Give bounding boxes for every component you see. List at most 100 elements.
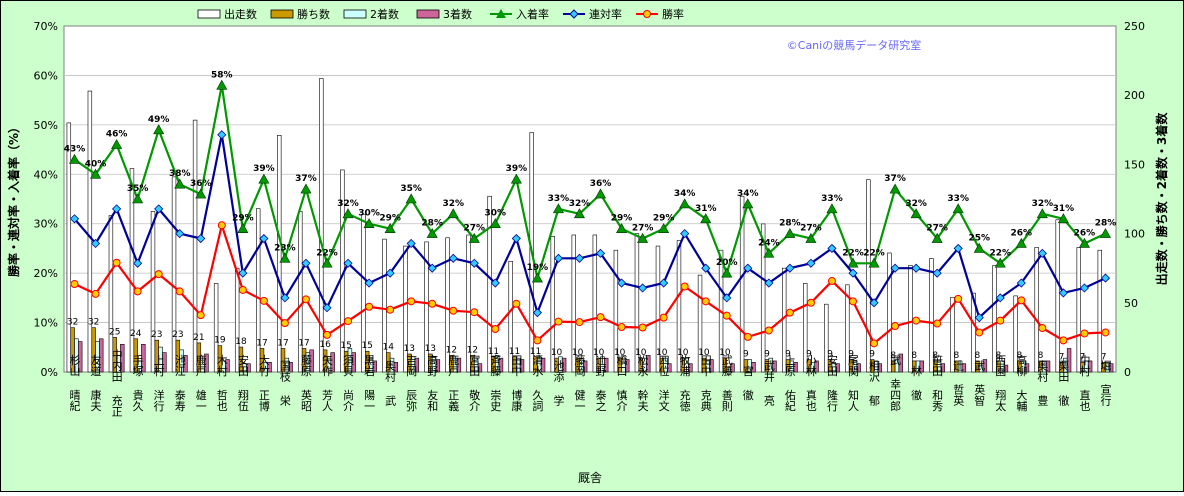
place-rate-point [468, 232, 480, 243]
bar-third [183, 355, 188, 373]
win-rate-point [217, 221, 226, 230]
place-rate-label: 39% [506, 164, 528, 174]
quinella-rate-point [785, 263, 795, 273]
place-rate-point [426, 227, 438, 238]
win-rate-point [827, 277, 836, 286]
place-rate-label: 26% [1074, 228, 1096, 238]
quinella-rate-point [701, 263, 711, 273]
win-rate-point [659, 313, 668, 322]
bar-third [309, 349, 314, 373]
bar-starts [108, 215, 114, 373]
quinella-rate-point [595, 248, 606, 258]
wins-labels: 32 32 25 24 23 23 21 19 18 17 17 17 16 15 15 14 13 13 12 12… [67, 318, 1107, 363]
wins-label: 10 [719, 348, 731, 358]
category-label: 池江 泰寿 [173, 354, 186, 411]
place-rate-point [552, 203, 564, 214]
place-rate-point [805, 232, 817, 243]
bar-third [99, 338, 104, 373]
win-rate-point [680, 282, 689, 291]
place-rate-label: 37% [884, 174, 906, 184]
category-label: 小林 真也 [804, 354, 817, 411]
quinella-rate-point [574, 253, 585, 263]
bar-starts [319, 78, 324, 373]
win-rate-point [1038, 324, 1047, 333]
wins-label: 17 [277, 338, 288, 348]
quinella-rate-point [638, 283, 648, 293]
place-rate-label: 29% [232, 214, 254, 224]
bar-third [246, 363, 251, 373]
place-rate-point [573, 208, 585, 219]
bar-third [1003, 364, 1009, 373]
place-rate-point [952, 203, 964, 214]
legend-item: 勝率 [636, 7, 684, 21]
quinella-rate-point [1100, 273, 1111, 283]
win-rate-point [764, 326, 773, 335]
bar-starts [655, 245, 661, 373]
win-rate-point [533, 336, 542, 345]
bar-starts [739, 195, 745, 373]
bar-third [940, 363, 946, 373]
category-label: 黒岩 陽一 [363, 354, 376, 411]
wins-label: 9 [848, 350, 854, 360]
win-rate-point [449, 306, 458, 315]
quinella-rate-point [1037, 248, 1047, 258]
wins-label: 10 [572, 348, 584, 358]
place-rate-point [1078, 237, 1090, 248]
bar-third [604, 357, 609, 373]
place-rate-point [69, 153, 81, 164]
place-rate-line-group [69, 79, 1111, 283]
bar-wins [196, 342, 202, 373]
wins-label: 7 [1101, 352, 1107, 362]
bar-third [204, 353, 209, 373]
bar-third [856, 363, 861, 373]
wins-label: 12 [467, 345, 478, 355]
left-tick-label: 50% [34, 119, 58, 132]
place-rate-point [258, 173, 270, 184]
win-rate-point [470, 308, 479, 317]
bar-starts [487, 195, 492, 373]
place-rate-label: 32% [1032, 199, 1054, 209]
category-label: 鹿戸 正義 [447, 353, 460, 411]
place-rate-label: 28% [421, 219, 443, 229]
place-rate-point [153, 124, 165, 135]
win-rate-point [743, 332, 752, 341]
wins-label: 8 [1017, 351, 1023, 361]
win-rate-point [975, 328, 984, 337]
quinella-rate-point [196, 233, 206, 244]
bar-starts [171, 176, 177, 373]
win-rate-point [638, 323, 647, 332]
bar-starts [66, 122, 72, 373]
win-rate-point [112, 258, 121, 267]
place-rate-point [826, 203, 838, 214]
bar-starts [466, 234, 471, 373]
place-rate-label: 43% [64, 144, 86, 154]
place-rate-label: 36% [590, 179, 612, 189]
place-rate-label: 22% [990, 248, 1012, 258]
win-rate-point [280, 319, 289, 328]
win-rate-point [554, 317, 563, 326]
win-rate-point [912, 316, 921, 325]
bar-third [477, 363, 483, 373]
place-rate-point [868, 257, 880, 268]
place-rate-label: 35% [127, 184, 149, 194]
bar-third [372, 360, 377, 373]
bar-third [730, 363, 735, 373]
quinella-rate-point [280, 293, 290, 303]
place-rate-point [595, 188, 607, 199]
legend-item: 勝ち数 [270, 7, 330, 21]
right-tick-label: 200 [1124, 89, 1145, 102]
quinella-rate-point [806, 258, 816, 268]
quinella-rate-point [427, 263, 437, 273]
win-rate-point [996, 316, 1005, 325]
place-rate-point [679, 198, 691, 209]
category-label: 池添 学 [552, 360, 565, 406]
x-axis-title: 厩舎 [578, 471, 602, 485]
bar-starts [445, 237, 450, 373]
bar-wins [112, 337, 117, 373]
left-tick-label: 10% [34, 317, 58, 330]
place-rate-label: 46% [106, 130, 128, 140]
win-rate-point [954, 294, 963, 303]
place-rate-label: 28% [779, 219, 801, 229]
bar-starts [634, 233, 640, 373]
